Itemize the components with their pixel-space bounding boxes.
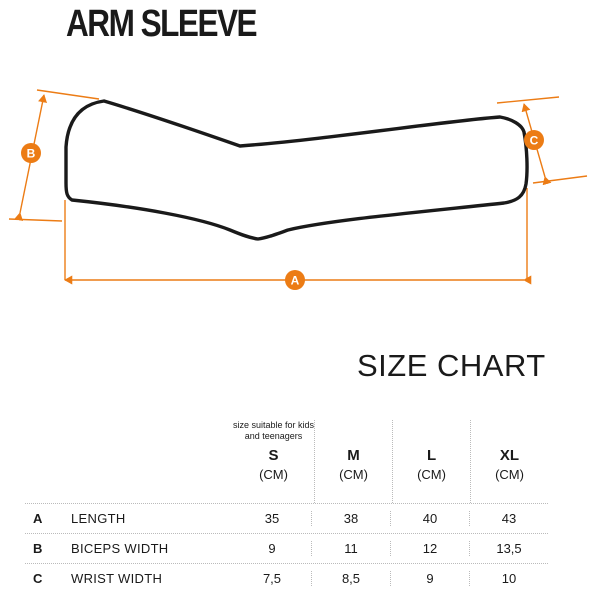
svg-text:B: B — [27, 147, 36, 161]
svg-text:A: A — [291, 274, 300, 288]
svg-text:C: C — [530, 134, 539, 148]
